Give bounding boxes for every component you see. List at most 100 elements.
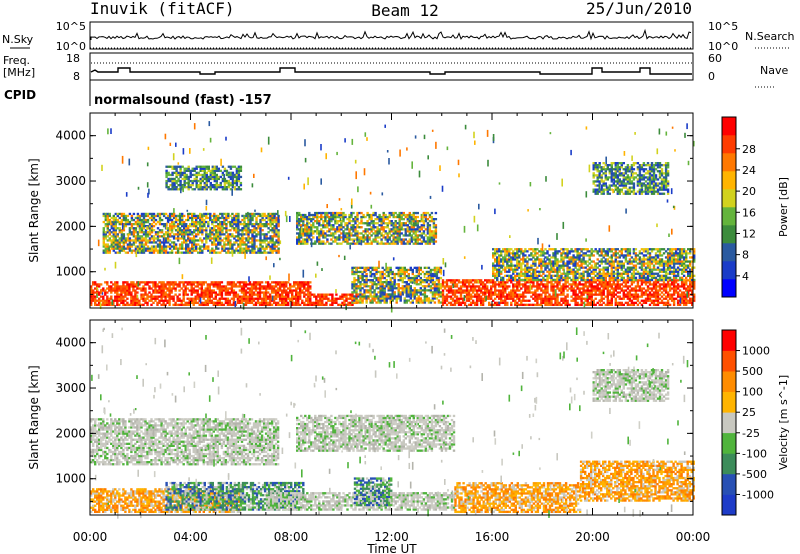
power-cell <box>281 291 284 294</box>
power-cell <box>271 216 274 220</box>
power-cell <box>379 281 382 284</box>
power-cell <box>481 287 485 290</box>
power-cell <box>274 297 278 300</box>
power-cell <box>233 220 236 224</box>
power-cell <box>140 281 143 284</box>
power-cell <box>256 287 260 290</box>
power-cell <box>638 289 642 292</box>
power-cell <box>670 297 674 300</box>
power-cell <box>498 295 501 298</box>
power-cell <box>423 272 427 276</box>
power-cell <box>554 285 557 288</box>
power-cell <box>336 220 339 223</box>
power-cell <box>332 224 335 227</box>
power-cell <box>112 301 115 304</box>
power-cell <box>324 234 327 237</box>
power-cell <box>224 289 228 292</box>
power-cell <box>296 215 299 219</box>
power-cell <box>208 285 211 288</box>
power-cell <box>221 220 224 224</box>
power-cell <box>223 227 226 230</box>
power-cell <box>233 223 236 226</box>
power-cell <box>267 245 270 248</box>
power-cell <box>385 281 388 284</box>
power-cell <box>387 285 390 288</box>
power-cell <box>528 289 531 292</box>
power-cell <box>415 289 418 292</box>
power-cell <box>168 289 171 292</box>
power-cell <box>342 234 345 237</box>
power-cell <box>136 283 139 286</box>
power-cell <box>231 233 234 236</box>
power-cell <box>116 287 119 290</box>
power-cell <box>296 211 299 215</box>
power-cell <box>424 242 428 245</box>
power-cell <box>120 235 124 238</box>
power-cell <box>200 301 203 304</box>
power-cell <box>390 234 393 237</box>
power-cell <box>181 223 184 226</box>
power-cell <box>455 289 459 292</box>
power-cell <box>249 241 252 244</box>
power-cell <box>668 283 672 286</box>
power-cell <box>268 297 272 300</box>
power-cell <box>146 249 150 252</box>
power-cell <box>588 301 591 304</box>
power-cell <box>668 285 672 288</box>
power-cell <box>372 238 375 241</box>
power-cell <box>399 276 402 280</box>
power-cell <box>124 241 128 244</box>
power-cell <box>235 239 238 242</box>
power-cell <box>140 247 144 250</box>
power-cell <box>219 223 222 226</box>
power-cell <box>302 213 305 217</box>
power-cell <box>264 301 268 304</box>
power-cell <box>424 220 428 223</box>
power-cell <box>354 226 357 229</box>
power-cell <box>162 289 165 292</box>
power-cell <box>574 285 577 288</box>
power-cell <box>353 285 356 288</box>
power-cell <box>174 245 178 248</box>
power-cell <box>414 218 417 221</box>
power-cell <box>122 303 125 306</box>
power-cell <box>142 227 146 230</box>
power-cell <box>211 223 214 226</box>
power-cell <box>224 297 228 300</box>
power-cell <box>504 287 507 290</box>
power-cell <box>300 242 303 245</box>
power-cell <box>132 241 136 244</box>
power-cell <box>368 232 371 235</box>
power-cell <box>405 293 408 296</box>
power-cell <box>494 250 497 253</box>
power-cell <box>277 243 280 246</box>
power-cell <box>432 224 436 227</box>
power-cell <box>598 293 601 296</box>
power-cell <box>510 295 513 298</box>
power-cell <box>530 303 533 306</box>
power-cell <box>574 301 577 304</box>
power-cell <box>183 229 186 232</box>
power-cell <box>475 293 479 296</box>
power-cell <box>156 297 159 300</box>
power-cell <box>242 281 246 284</box>
power-cell <box>114 225 117 228</box>
power-cell <box>406 218 409 221</box>
power-cell <box>445 299 449 302</box>
power-cell <box>596 285 599 288</box>
power-cell <box>510 281 513 284</box>
power-cell <box>245 229 248 232</box>
power-cell <box>435 297 439 300</box>
power-cell <box>278 289 282 292</box>
power-cell <box>652 283 656 286</box>
power-cell <box>146 283 149 286</box>
power-cell <box>359 301 362 304</box>
power-cell <box>108 287 111 290</box>
power-cell <box>407 268 410 272</box>
power-cell <box>247 223 250 226</box>
power-cell <box>150 247 154 250</box>
power-cell <box>170 287 173 290</box>
power-cell <box>355 291 358 294</box>
power-cell <box>461 279 465 282</box>
power-cell <box>90 287 93 290</box>
